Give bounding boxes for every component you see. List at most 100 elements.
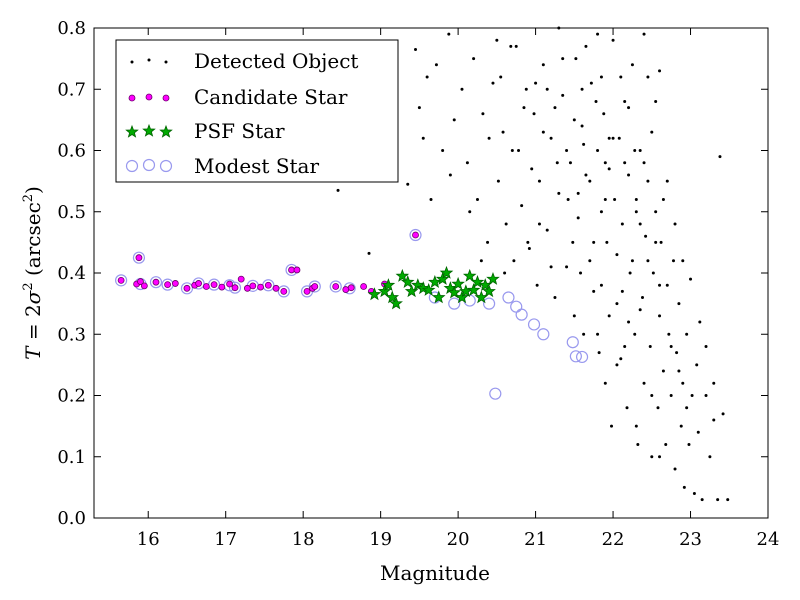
detected-object-point xyxy=(580,124,584,128)
psf-star-point xyxy=(381,278,396,292)
psf-star-point xyxy=(385,290,400,304)
detected-object-point xyxy=(673,467,677,471)
modest-star-point xyxy=(575,350,589,364)
detected-object-point xyxy=(677,302,681,306)
detected-object-point xyxy=(726,498,730,502)
candidate-star-point xyxy=(272,284,280,292)
detected-object-point xyxy=(596,32,600,36)
candidate-star-point xyxy=(210,281,218,289)
detected-object-point xyxy=(627,173,631,177)
psf-star-point xyxy=(421,283,436,296)
candidate-star-point xyxy=(303,287,311,295)
detected-object-point xyxy=(417,106,421,110)
candidate-star-point xyxy=(412,231,419,239)
detected-object-point xyxy=(623,100,627,103)
modest-star-point xyxy=(527,318,541,331)
candidate-star-point xyxy=(243,284,251,292)
y-tick-label: 0.4 xyxy=(57,263,86,284)
y-label-sigma: σ xyxy=(21,289,45,304)
detected-object-point xyxy=(452,118,456,122)
detected-object-point xyxy=(650,130,654,134)
detected-object-point xyxy=(565,265,569,269)
detected-object-point xyxy=(673,222,677,226)
psf-star-point xyxy=(482,284,496,298)
detected-object-point xyxy=(620,289,624,293)
detected-object-point xyxy=(579,271,583,275)
detected-object-point xyxy=(607,314,611,318)
detected-object-point xyxy=(468,210,472,214)
legend-marker xyxy=(162,94,170,102)
candidate-star-point xyxy=(249,282,257,290)
detected-object-point xyxy=(669,345,673,348)
psf-star-marks xyxy=(367,265,500,310)
legend-marker xyxy=(147,58,151,62)
detected-object-point xyxy=(650,394,654,397)
detected-object-point xyxy=(611,38,615,42)
detected-object-point xyxy=(406,182,410,186)
detected-object-point xyxy=(557,191,561,195)
candidate-star-point xyxy=(137,278,144,285)
detected-object-point xyxy=(638,149,642,152)
candidate-star-point xyxy=(195,280,202,287)
detected-object-point xyxy=(520,204,524,208)
detected-object-point xyxy=(659,240,663,244)
detected-object-point xyxy=(486,240,490,244)
detected-object-point xyxy=(576,216,580,220)
candidate-star-point xyxy=(360,283,368,290)
legend-marker xyxy=(164,60,168,64)
detected-object-point xyxy=(681,381,685,385)
detected-object-point xyxy=(607,167,611,171)
detected-object-point xyxy=(596,149,600,152)
detected-object-point xyxy=(532,112,536,116)
modest-star-point xyxy=(277,285,290,298)
candidate-star-marks xyxy=(117,231,419,295)
detected-object-point xyxy=(721,412,725,416)
detected-object-point xyxy=(646,259,650,263)
candidate-star-point xyxy=(218,283,226,291)
candidate-star-point xyxy=(332,283,340,290)
detected-object-point xyxy=(718,155,722,159)
y-label-t: T xyxy=(21,345,45,360)
modest-star-point xyxy=(329,280,342,293)
x-tick-label: 24 xyxy=(757,529,780,550)
detected-object-point xyxy=(634,424,638,428)
detected-object-point xyxy=(605,240,609,244)
detected-object-point xyxy=(553,106,557,110)
detected-object-point xyxy=(642,161,646,165)
detected-object-point xyxy=(634,210,638,214)
detected-object-point xyxy=(553,296,557,299)
candidate-star-point xyxy=(264,281,272,289)
legend-marker xyxy=(159,159,173,173)
detected-object-point xyxy=(630,259,634,263)
detected-object-point xyxy=(510,149,514,152)
detected-object-point xyxy=(677,369,681,373)
psf-star-point xyxy=(389,296,403,310)
modest-star-point xyxy=(180,282,194,295)
candidate-star-point xyxy=(257,283,264,291)
psf-star-point xyxy=(466,283,481,296)
y-label-close: ) xyxy=(21,186,45,194)
detected-object-point xyxy=(695,363,699,367)
legend-box xyxy=(115,39,399,183)
detected-object-point xyxy=(447,32,451,36)
y-tick-label: 0.8 xyxy=(57,18,86,39)
detected-object-point xyxy=(555,161,559,165)
y-label-unit-exponent: 2 xyxy=(21,194,36,202)
legend-label-modest-star: Modest Star xyxy=(194,154,319,178)
detected-object-point xyxy=(615,302,619,306)
modest-star-point xyxy=(502,291,515,304)
psf-star-point xyxy=(470,275,485,288)
detected-object-point xyxy=(700,498,704,502)
detected-object-point xyxy=(685,332,689,336)
detected-object-point xyxy=(592,240,596,244)
detected-object-point xyxy=(481,112,485,116)
detected-object-point xyxy=(517,149,521,152)
legend-label-psf-star: PSF Star xyxy=(194,119,285,143)
detected-object-point xyxy=(633,149,637,152)
y-label-sigma-exponent: 2 xyxy=(21,282,36,290)
detected-object-point xyxy=(654,100,658,103)
detected-object-point xyxy=(509,44,513,48)
detected-object-point xyxy=(640,296,644,299)
candidate-star-point xyxy=(311,283,319,290)
